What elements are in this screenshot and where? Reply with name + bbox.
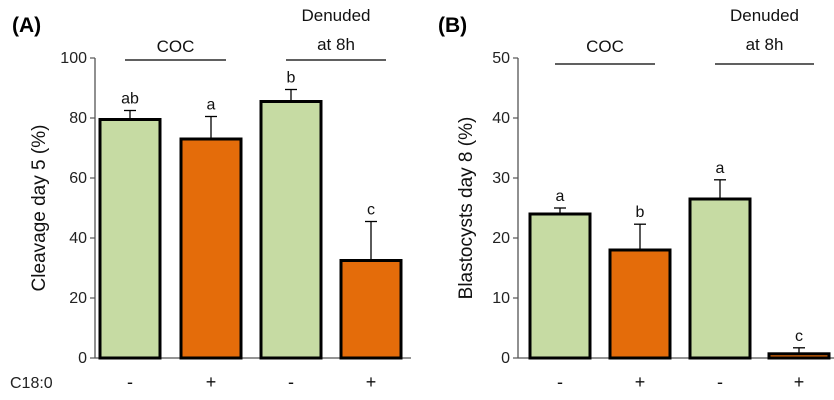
bar: [767, 352, 831, 360]
y-tick-label: 10: [492, 290, 510, 307]
y-tick-label: 20: [492, 230, 510, 247]
y-tick-label: 20: [69, 290, 87, 307]
significance-letter: b: [636, 204, 645, 221]
bar: [608, 248, 672, 360]
panel-a: (A) 0 20 40 60 80 100 Cleavage day 5 (%) ab - a + b -…: [10, 6, 411, 392]
panel-label: (A): [12, 14, 41, 37]
significance-letter: ab: [121, 91, 139, 108]
x-tick-label: -: [717, 372, 723, 392]
significance-letter: c: [795, 328, 803, 345]
y-tick-label: 60: [69, 170, 87, 187]
y-tick-label: 30: [492, 170, 510, 187]
bar: [528, 212, 592, 360]
y-tick-label: 80: [69, 110, 87, 127]
group-label: at 8h: [317, 35, 355, 54]
significance-letter: a: [556, 188, 565, 205]
group-label: Denuded: [301, 6, 370, 25]
group-label: COC: [157, 37, 195, 56]
group-label: at 8h: [746, 35, 784, 54]
significance-letter: a: [207, 97, 216, 114]
bar: [98, 118, 162, 360]
significance-letter: c: [367, 202, 375, 219]
x-tick-label: +: [206, 372, 217, 392]
bar: [339, 259, 403, 360]
x-tick-label: +: [635, 372, 646, 392]
row-label: C18:0: [10, 375, 53, 392]
x-tick-label: -: [557, 372, 563, 392]
y-axis-title: Blastocysts day 8 (%): [456, 117, 477, 300]
y-tick-label: 50: [492, 50, 510, 67]
y-tick-label: 40: [492, 110, 510, 127]
significance-letter: a: [716, 160, 725, 177]
bar: [179, 137, 243, 360]
y-axis-title: Cleavage day 5 (%): [29, 125, 50, 292]
bar: [688, 197, 752, 360]
y-tick-label: 100: [60, 50, 87, 67]
y-tick-label: 0: [501, 350, 510, 367]
bar: [259, 100, 323, 360]
panel-b: (B) 0 10 20 30 40 50 Blastocysts day 8 (%) a - b + a…: [438, 6, 834, 392]
significance-letter: b: [287, 70, 296, 87]
x-tick-label: -: [288, 372, 294, 392]
group-label: Denuded: [730, 6, 799, 25]
y-tick-label: 40: [69, 230, 87, 247]
x-tick-label: +: [366, 372, 377, 392]
panel-label: (B): [438, 14, 467, 37]
x-tick-label: +: [794, 372, 805, 392]
group-label: COC: [586, 37, 624, 56]
y-tick-label: 0: [78, 350, 87, 367]
x-tick-label: -: [127, 372, 133, 392]
